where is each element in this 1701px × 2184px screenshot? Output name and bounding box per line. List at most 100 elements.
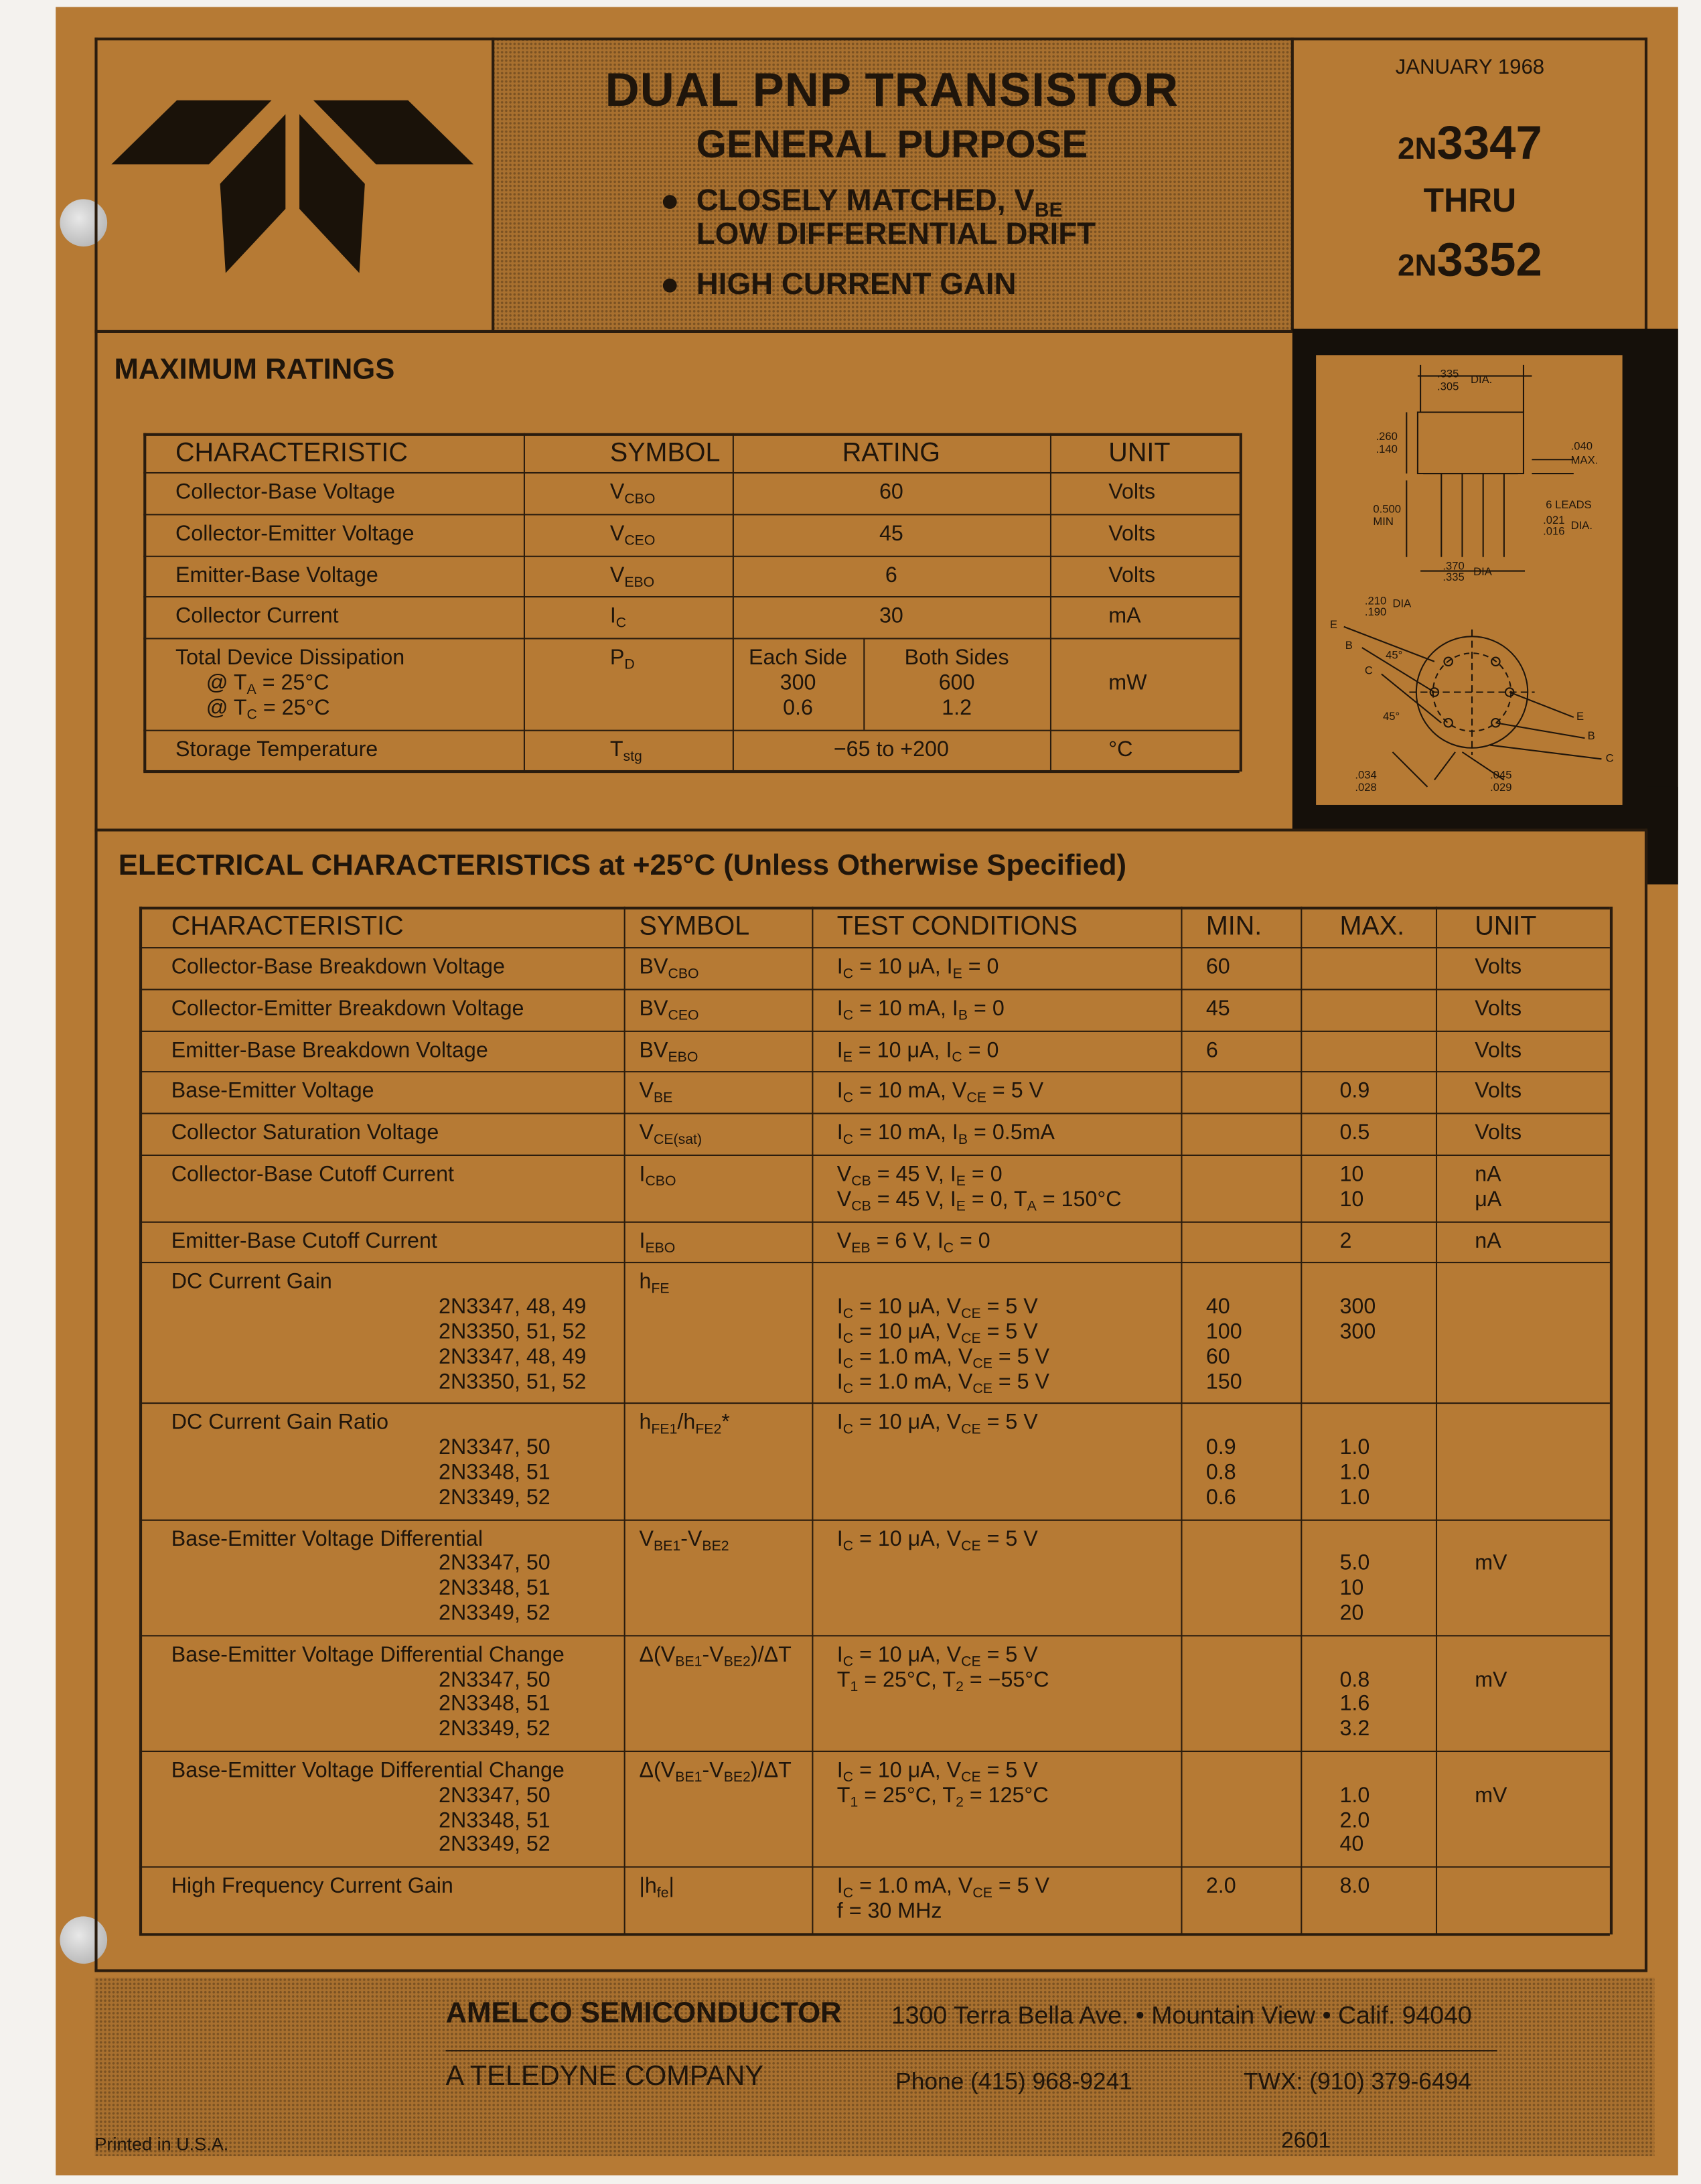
text-part: CLOSELY MATCHED, V xyxy=(696,182,1035,218)
table-cell: 30 xyxy=(733,605,1050,630)
text-part: = 45 V, I xyxy=(871,1187,956,1212)
text-line: Volts xyxy=(1108,522,1156,546)
part-number: 2N3352 xyxy=(1292,234,1647,288)
text-part: I xyxy=(836,1080,843,1104)
table-cell: Δ(VBE1-VBE2)/ΔT xyxy=(639,1759,812,1786)
column-header: CHARACTERISTIC xyxy=(171,912,404,942)
subscript: E xyxy=(956,1199,966,1215)
text-line: 20 xyxy=(1339,1601,1364,1625)
text-line: 6 xyxy=(1205,1038,1218,1062)
table-cell: VBE xyxy=(639,1080,812,1107)
subscript: BE1 xyxy=(675,1770,702,1786)
subscript: CBO xyxy=(645,1174,676,1190)
text-line: mA xyxy=(1108,605,1141,629)
table-cell: mV xyxy=(1475,1759,1610,1808)
subscript: FE1 xyxy=(651,1423,678,1439)
diagram-label: .260 xyxy=(1376,430,1398,443)
text-line: 0.9 xyxy=(1339,1080,1370,1104)
diagram-label: MIN xyxy=(1373,515,1394,528)
subscript: C xyxy=(842,1307,854,1323)
table-cell: 2.0 xyxy=(1206,1875,1301,1899)
table-cell: |hfe| xyxy=(639,1875,812,1902)
blank-line xyxy=(1339,1759,1435,1783)
text-part: I xyxy=(836,955,843,979)
text-line: IC = 10 mA, IB = 0.5mA xyxy=(837,1121,1181,1149)
table-cell: 5.0 10 20 xyxy=(1339,1527,1435,1626)
rule xyxy=(143,596,1240,598)
part-digits: 3352 xyxy=(1436,234,1542,287)
text-part: V xyxy=(609,563,625,587)
blank-line xyxy=(1206,1270,1301,1295)
text-line: Volts xyxy=(1475,1121,1522,1145)
text-line: 0.8 xyxy=(1205,1461,1236,1485)
text-line: T1 = 25°C, T2 = 125°C xyxy=(837,1783,1181,1810)
text-part: = 1.0 mA, V xyxy=(853,1370,973,1394)
subscript: CE xyxy=(961,1538,981,1554)
subscript: C xyxy=(615,616,627,632)
text-line: 2 xyxy=(1339,1229,1352,1253)
table-cell: 10 10 xyxy=(1339,1163,1435,1212)
column-header: UNIT xyxy=(1108,439,1171,468)
text-line: IC xyxy=(610,605,733,632)
subscript: FE xyxy=(651,1282,670,1298)
text-line: 10 xyxy=(1339,1187,1364,1212)
rule xyxy=(143,471,1240,474)
rule xyxy=(139,1071,1610,1074)
text-part: BV xyxy=(639,1038,668,1062)
subscript: C xyxy=(842,1654,854,1670)
subscript: CE xyxy=(961,1770,981,1786)
rule xyxy=(1239,433,1242,772)
diagram-label: E xyxy=(1329,618,1338,632)
blank-line xyxy=(1339,1411,1435,1436)
text-line: 2N3349, 52 xyxy=(439,1601,550,1625)
text-part: = 0 xyxy=(954,1229,990,1253)
subscript: C xyxy=(943,1240,954,1256)
rule xyxy=(94,1969,1648,1972)
subscript: BE xyxy=(654,1091,673,1107)
text-part: = 5 V xyxy=(980,1643,1038,1667)
text-part: I xyxy=(836,1411,843,1435)
rule xyxy=(863,638,865,729)
blank-line xyxy=(1206,1411,1301,1436)
text-part: |h xyxy=(639,1875,657,1899)
text-line: Volts xyxy=(1475,997,1522,1021)
table-cell: Collector-Base Cutoff Current xyxy=(171,1163,624,1187)
subscript: C xyxy=(842,1356,854,1372)
text-line: Base-Emitter Voltage Differential Change xyxy=(171,1759,565,1783)
subscript: BE2 xyxy=(723,1770,751,1786)
text-line: 2.0 xyxy=(1205,1875,1236,1899)
text-part: = 25°C, T xyxy=(858,1668,956,1692)
rule xyxy=(139,947,1610,949)
diagram-label: B xyxy=(1345,639,1353,652)
text-line: 2N3347, 50 xyxy=(439,1783,550,1808)
rule xyxy=(143,433,1240,436)
text-line: 0.8 xyxy=(1339,1668,1370,1692)
diagram-label: .210 xyxy=(1364,594,1387,607)
text-line: 1.0 xyxy=(1339,1485,1370,1510)
rule xyxy=(1049,433,1052,772)
parent-company: A TELEDYNE COMPANY xyxy=(445,2061,764,2092)
table-cell: Volts xyxy=(1108,563,1239,588)
text-line: PD xyxy=(610,646,733,673)
text-line: 30 xyxy=(879,605,903,629)
table-cell: PD xyxy=(610,646,733,673)
rule xyxy=(139,1402,1610,1404)
subscript: C xyxy=(842,1008,854,1024)
table-cell: Emitter-Base Cutoff Current xyxy=(171,1229,624,1254)
column-header: RATING xyxy=(842,439,941,468)
diagram-label: B xyxy=(1587,729,1595,743)
text-line: Base-Emitter Voltage xyxy=(171,1080,374,1104)
text-line: IC = 1.0 mA, VCE = 5 V xyxy=(837,1370,1181,1396)
text-line: Base-Emitter Voltage Differential Change xyxy=(171,1643,565,1667)
text-line: High Frequency Current Gain xyxy=(171,1875,453,1899)
subscript: B xyxy=(958,1133,968,1149)
text-part: = 5 V xyxy=(980,1527,1038,1551)
diagram-label: DIA. xyxy=(1470,373,1493,386)
blank-line xyxy=(1339,1643,1435,1668)
doc-number: 2601 xyxy=(1281,2129,1331,2153)
text-line: Emitter-Base Breakdown Voltage xyxy=(171,1038,488,1062)
subscript: fe xyxy=(656,1886,669,1902)
diagram-label: .029 xyxy=(1490,781,1512,794)
text-line: Collector Current xyxy=(175,605,339,629)
